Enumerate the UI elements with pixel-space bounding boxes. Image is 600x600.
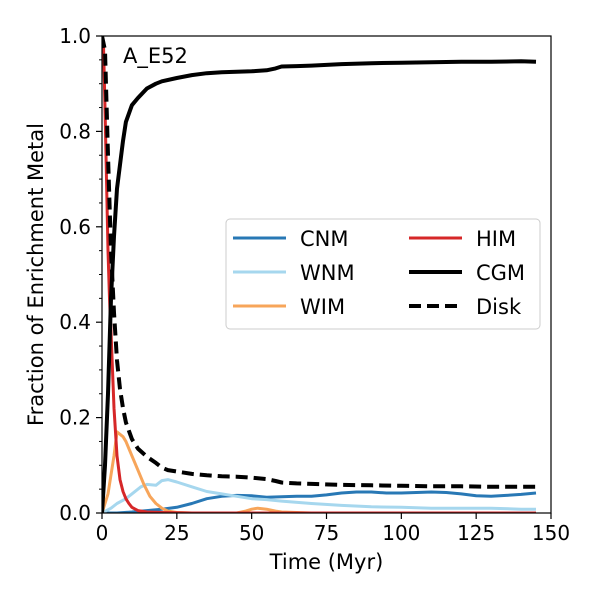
series-line-cnm (102, 490, 537, 513)
y-tick-label: 0.4 (59, 310, 91, 334)
series-line-wnm (102, 478, 536, 513)
y-axis-label: Fraction of Enrichment Metal (24, 123, 48, 426)
x-tick-label: 75 (314, 521, 339, 545)
legend-label-wnm: WNM (300, 261, 355, 285)
x-axis-label: Time (Myr) (269, 550, 384, 574)
series-line-cgm (102, 59, 537, 513)
legend-label-cnm: CNM (300, 227, 349, 251)
legend-box (225, 218, 541, 330)
x-tick-label: 0 (96, 521, 109, 545)
y-tick-label: 0.0 (59, 501, 91, 525)
x-tick-label: 150 (532, 521, 570, 545)
legend: CNM HIM WNM CGM WIM Disk (225, 218, 541, 330)
x-tick-label: 25 (164, 521, 189, 545)
y-tick-label: 0.6 (59, 215, 91, 239)
x-tick-label: 100 (382, 521, 420, 545)
legend-label-disk: Disk (476, 295, 522, 319)
y-tick-label: 0.2 (59, 406, 91, 430)
series-line-disk (102, 36, 536, 489)
x-tick-label: 50 (239, 521, 264, 545)
y-tick-label: 0.8 (59, 119, 91, 143)
legend-label-him: HIM (476, 227, 516, 251)
x-tick-label: 125 (457, 521, 495, 545)
annotation-label: A_E52 (123, 44, 188, 69)
ticks-layer: 0 25 50 75 100 125 150 0.0 0.2 0.4 0.6 0.8 1.0 (59, 24, 570, 545)
y-tick-label: 1.0 (59, 24, 91, 48)
legend-label-wim: WIM (300, 295, 345, 319)
legend-label-cgm: CGM (476, 261, 525, 285)
